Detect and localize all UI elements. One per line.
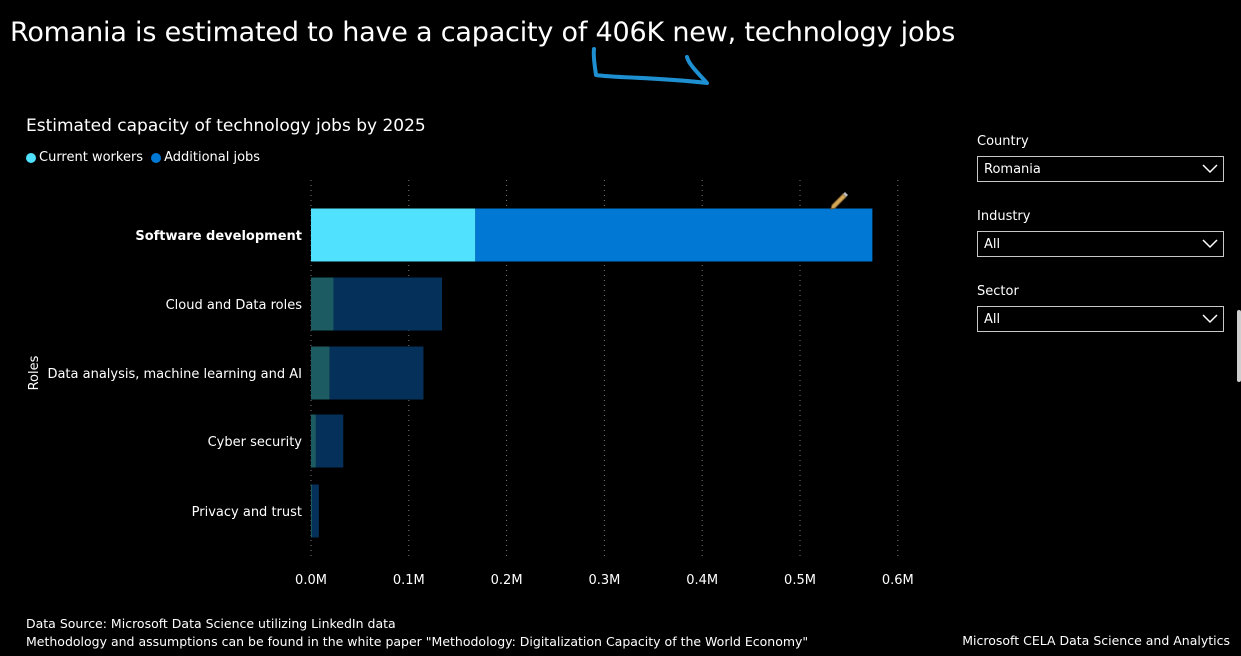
methodology-line: Methodology and assumptions can be found… [26, 634, 809, 649]
y-axis-label: Roles [27, 355, 42, 390]
scrollbar[interactable] [1237, 310, 1241, 382]
organization-credit: Microsoft CELA Data Science and Analytic… [962, 633, 1230, 648]
x-tick-label: 0.2M [491, 573, 523, 588]
category-label-cyber-security: Cyber security [208, 435, 303, 450]
bar-data-analysis-machine-learning-and-ai-current-workers[interactable] [311, 346, 330, 400]
legend-label-current-workers: Current workers [39, 150, 144, 165]
bar-software-development-additional-jobs[interactable] [475, 208, 873, 262]
x-tick-label: 0.4M [686, 573, 718, 588]
handwritten-annotation-stroke [591, 47, 709, 85]
bar-chart: Software development Cloud and Data roles… [27, 180, 914, 588]
industry-dropdown[interactable]: All [977, 231, 1224, 257]
bar-privacy-and-trust-additional-jobs[interactable] [311, 484, 319, 538]
category-label-data-analysis-machine-learning-and-ai: Data analysis, machine learning and AI [47, 367, 302, 382]
sector-filter-label: Sector [977, 284, 1019, 299]
legend-entry-current-workers[interactable]: Current workers [26, 150, 143, 165]
chevron-down-icon [1202, 314, 1218, 324]
sector-filter: Sector All [977, 284, 1224, 332]
x-tick-label: 0.3M [588, 573, 620, 588]
category-label-privacy-and-trust: Privacy and trust [192, 505, 302, 520]
x-axis-ticks: 0.0M 0.1M 0.2M 0.3M 0.4M 0.5M 0.6M [295, 573, 914, 588]
chart-legend: Current workers Additional jobs [26, 150, 260, 165]
country-filter: Country Romania [977, 134, 1224, 182]
bar-software-development-current-workers[interactable] [311, 208, 476, 262]
legend-dot-additional-jobs [151, 152, 162, 163]
industry-filter: Industry All [977, 209, 1224, 257]
sector-dropdown-value: All [984, 311, 1001, 327]
category-label-cloud-and-data-roles: Cloud and Data roles [166, 298, 303, 313]
bar-cloud-and-data-roles-current-workers[interactable] [311, 277, 334, 331]
x-tick-label: 0.5M [784, 573, 816, 588]
bar-privacy-and-trust-current-workers[interactable] [311, 484, 312, 538]
chart-title: Estimated capacity of technology jobs by… [26, 116, 426, 136]
category-labels: Software development Cloud and Data roles… [47, 229, 302, 520]
pencil-icon[interactable] [829, 190, 849, 210]
country-dropdown[interactable]: Romania [977, 156, 1224, 182]
bar-cyber-security-additional-jobs[interactable] [315, 414, 344, 468]
page-headline: Romania is estimated to have a capacity … [10, 17, 956, 48]
bars [311, 208, 873, 538]
x-tick-label: 0.6M [882, 573, 914, 588]
legend-dot-current-workers [26, 152, 36, 163]
country-filter-label: Country [977, 134, 1029, 149]
x-tick-label: 0.0M [295, 573, 327, 588]
country-dropdown-value: Romania [984, 161, 1041, 177]
data-source-line: Data Source: Microsoft Data Science util… [26, 616, 396, 631]
category-label-software-development: Software development [135, 229, 302, 244]
bar-cloud-and-data-roles-additional-jobs[interactable] [333, 277, 443, 331]
sector-dropdown[interactable]: All [977, 306, 1224, 332]
bar-data-analysis-machine-learning-and-ai-additional-jobs[interactable] [329, 346, 424, 400]
legend-entry-additional-jobs[interactable]: Additional jobs [151, 150, 260, 165]
data-source-note: Data Source: Microsoft Data Science util… [26, 615, 808, 651]
industry-filter-label: Industry [977, 209, 1031, 224]
chevron-down-icon [1202, 164, 1218, 174]
x-tick-label: 0.1M [393, 573, 425, 588]
chevron-down-icon [1202, 239, 1218, 249]
industry-dropdown-value: All [984, 236, 1001, 252]
bar-cyber-security-current-workers[interactable] [311, 414, 316, 468]
legend-label-additional-jobs: Additional jobs [164, 150, 261, 165]
